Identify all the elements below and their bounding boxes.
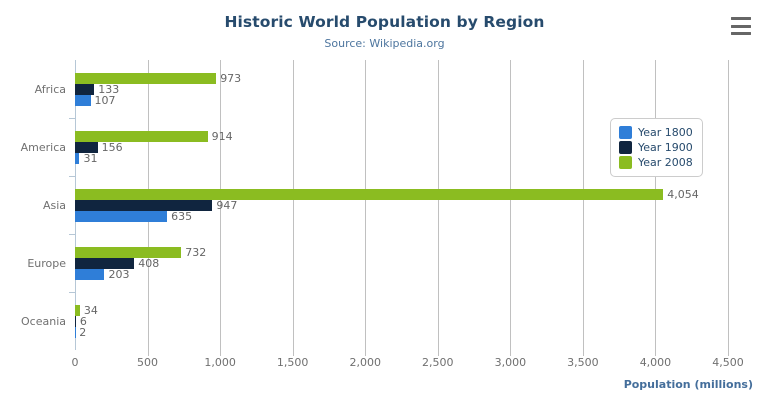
legend-label: Year 2008 <box>638 156 693 169</box>
legend-label: Year 1900 <box>638 141 693 154</box>
x-tick-2500 <box>437 350 439 356</box>
gridline-2500 <box>437 60 439 350</box>
plot-area: 973 133 107 914 156 31 4,054 947 635 732 408 203 34 6… <box>75 60 729 350</box>
bar-label-europe-year-1800: 203 <box>108 267 130 281</box>
x-tick-label-3000: 3,000 <box>494 356 527 369</box>
bar-oceania-year-2008[interactable] <box>75 304 80 316</box>
gridline-4000 <box>655 60 657 350</box>
bar-label-africa-year-2008: 973 <box>220 71 242 85</box>
x-tick-label-0: 0 <box>71 356 79 369</box>
hamburger-menu-icon[interactable] <box>731 17 751 35</box>
y-tick-america <box>69 118 75 119</box>
x-tick-label-4500: 4,500 <box>712 356 744 369</box>
bar-asia-year-2008[interactable] <box>75 188 664 200</box>
legend-item-year-1800[interactable]: Year 1800 <box>619 125 693 140</box>
bar-europe-year-1900[interactable] <box>75 257 135 269</box>
bar-asia-year-1800[interactable] <box>75 210 168 222</box>
bar-label-europe-year-2008: 732 <box>185 245 207 259</box>
y-category-label-africa: Africa <box>34 83 66 96</box>
bar-label-asia-year-2008: 4,054 <box>667 187 699 201</box>
gridline-1500 <box>292 60 294 350</box>
x-tick-label-3500: 3,500 <box>567 356 599 369</box>
x-tick-1000 <box>220 350 222 356</box>
hamburger-bar-3 <box>731 32 751 35</box>
y-category-label-europe: Europe <box>27 257 66 270</box>
bar-label-oceania-year-2008: 34 <box>83 303 98 317</box>
chart-title: Historic World Population by Region <box>224 13 545 31</box>
legend-swatch-icon <box>619 141 632 154</box>
legend-swatch-icon <box>619 126 632 139</box>
y-category-label-america: America <box>20 141 66 154</box>
hamburger-bar-2 <box>731 24 751 28</box>
chart-subtitle: Source: Wikipedia.org <box>324 37 445 50</box>
bar-america-year-2008[interactable] <box>75 130 208 142</box>
y-category-label-oceania: Oceania <box>21 315 66 328</box>
x-tick-label-4000: 4,000 <box>639 356 672 369</box>
x-tick-500 <box>147 350 149 356</box>
x-tick-label-1500: 1,500 <box>276 356 309 369</box>
bar-africa-year-1800[interactable] <box>75 94 91 106</box>
bar-label-asia-year-1800: 635 <box>171 209 193 223</box>
legend-swatch-icon <box>619 156 632 169</box>
x-tick-label-500: 500 <box>137 356 159 369</box>
legend-label: Year 1800 <box>638 126 693 139</box>
x-tick-2000 <box>365 350 367 356</box>
legend-item-year-1900[interactable]: Year 1900 <box>619 140 693 155</box>
y-tick-europe <box>69 234 75 235</box>
x-tick-4500 <box>728 350 729 356</box>
x-tick-label-1000: 1,000 <box>204 356 236 369</box>
bar-label-oceania-year-1900: 6 <box>79 314 87 328</box>
y-category-label-asia: Asia <box>42 199 66 212</box>
bar-label-america-year-1900: 156 <box>101 140 123 154</box>
y-tick-oceania <box>69 292 75 293</box>
bar-africa-year-1900[interactable] <box>75 83 95 95</box>
x-tick-1500 <box>292 350 294 356</box>
gridline-1000 <box>220 60 222 350</box>
bar-europe-year-1800[interactable] <box>75 268 105 280</box>
bar-asia-year-1900[interactable] <box>75 199 213 211</box>
bar-label-america-year-2008: 914 <box>211 129 233 143</box>
bar-label-africa-year-1900: 133 <box>98 82 120 96</box>
legend-item-year-2008[interactable]: Year 2008 <box>619 155 693 170</box>
bar-america-year-1800[interactable] <box>75 152 80 164</box>
gridline-3000 <box>510 60 512 350</box>
chart-legend: Year 1800 Year 1900 Year 2008 <box>610 118 703 177</box>
bar-label-africa-year-1800: 107 <box>94 93 116 107</box>
hamburger-bar-1 <box>731 17 751 20</box>
bar-label-europe-year-1900: 408 <box>138 256 160 270</box>
bar-label-asia-year-1900: 947 <box>216 198 238 212</box>
bar-oceania-year-1900[interactable] <box>75 315 76 327</box>
bar-label-oceania-year-1800: 2 <box>79 325 87 339</box>
gridline-2000 <box>365 60 367 350</box>
gridline-3500 <box>582 60 584 350</box>
x-tick-3500 <box>582 350 584 356</box>
bar-europe-year-2008[interactable] <box>75 246 182 258</box>
x-tick-3000 <box>510 350 512 356</box>
y-tick-asia <box>69 176 75 177</box>
x-tick-label-2000: 2,000 <box>349 356 381 369</box>
bar-label-america-year-1800: 31 <box>83 151 98 165</box>
bar-america-year-1900[interactable] <box>75 141 98 153</box>
gridline-4500 <box>728 60 729 350</box>
x-tick-label-2500: 2,500 <box>422 356 454 369</box>
x-tick-4000 <box>655 350 657 356</box>
x-axis-title: Population (millions) <box>623 378 753 391</box>
bar-africa-year-2008[interactable] <box>75 72 217 84</box>
